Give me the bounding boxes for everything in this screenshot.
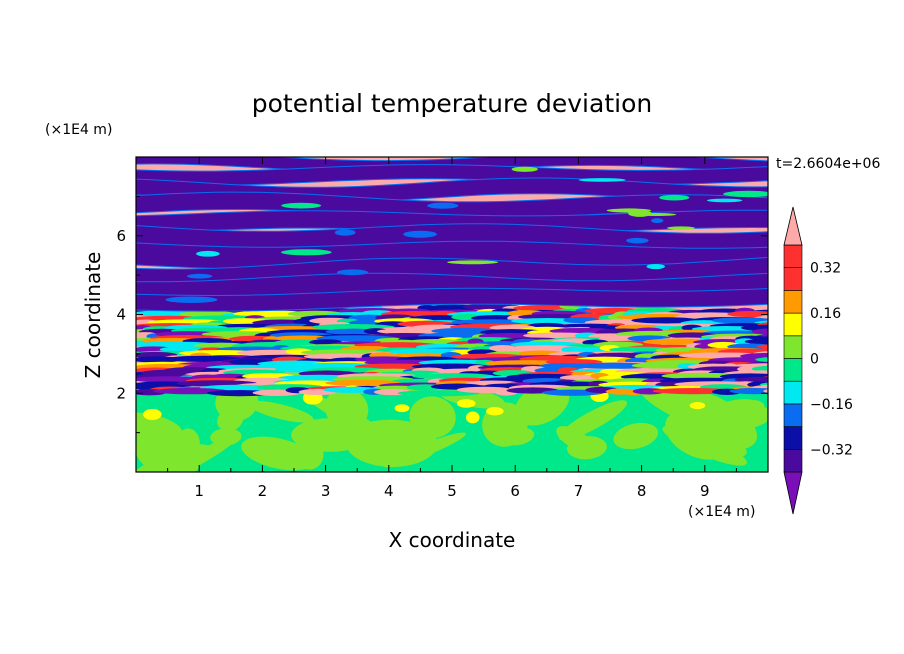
lower-blob bbox=[613, 422, 659, 450]
lower-blob-warm bbox=[143, 408, 162, 421]
lower-blob bbox=[409, 396, 456, 438]
colorbar: 0.32 0.16 0 −0.16 −0.32 bbox=[783, 206, 853, 515]
band-streak bbox=[651, 218, 664, 224]
lower-blob bbox=[171, 428, 201, 469]
x-tick-label: 8 bbox=[637, 482, 647, 500]
lower-blob-warm bbox=[456, 399, 476, 408]
colorbar-tick-label: 0 bbox=[810, 352, 819, 368]
lower-blob-warm bbox=[465, 411, 480, 424]
lower-blob bbox=[247, 400, 314, 423]
band-streak bbox=[186, 273, 213, 279]
colorbar-tick-label: −0.16 bbox=[810, 397, 853, 413]
x-units-label: (×1E4 m) bbox=[688, 504, 755, 520]
lower-blob-warm bbox=[689, 401, 706, 410]
colorbar-top-arrow bbox=[783, 206, 803, 246]
lower-blob bbox=[504, 427, 535, 446]
mixed-cell bbox=[325, 379, 401, 387]
x-tick-label: 4 bbox=[384, 482, 394, 500]
y-units-label: (×1E4 m) bbox=[45, 122, 112, 138]
mixed-cell bbox=[727, 310, 768, 318]
x-tick-label: 2 bbox=[258, 482, 268, 500]
lower-blob bbox=[383, 432, 466, 468]
band-streak bbox=[427, 202, 459, 209]
y-tick-label: 6 bbox=[116, 227, 126, 245]
mixed-cell bbox=[756, 344, 768, 349]
band-streak bbox=[706, 198, 743, 203]
mixed-cell bbox=[376, 328, 453, 335]
lower-blob bbox=[566, 436, 607, 460]
mixed-cell bbox=[755, 357, 768, 363]
y-tick-label: 2 bbox=[116, 384, 126, 402]
chart-title: potential temperature deviation bbox=[252, 89, 652, 118]
colorbar-swatch bbox=[783, 267, 803, 291]
y-tick-label: 4 bbox=[116, 306, 126, 324]
band-streak bbox=[447, 260, 499, 265]
band-streak bbox=[659, 194, 690, 201]
x-tick-label: 9 bbox=[700, 482, 710, 500]
band-streak bbox=[196, 250, 220, 257]
colorbar-swatch bbox=[783, 244, 803, 269]
time-label: t=2.6604e+06 bbox=[776, 156, 880, 172]
band-streak bbox=[723, 190, 768, 198]
band-streak bbox=[336, 269, 369, 276]
mixed-cell bbox=[573, 362, 655, 369]
band-streak bbox=[280, 249, 332, 256]
purple-band bbox=[136, 209, 768, 234]
colorbar-tick-label: −0.32 bbox=[810, 442, 853, 458]
band-streak bbox=[626, 237, 649, 244]
x-tick-label: 3 bbox=[321, 482, 331, 500]
x-tick-label: 7 bbox=[574, 482, 584, 500]
plot-area bbox=[136, 157, 768, 472]
lower-blob bbox=[210, 428, 242, 446]
mixed-cell bbox=[751, 365, 768, 372]
band-streak bbox=[628, 210, 652, 217]
lower-blob bbox=[136, 412, 183, 444]
lower-blob bbox=[307, 395, 379, 433]
colorbar-tick-label: 0.16 bbox=[810, 306, 841, 322]
lower-blob bbox=[665, 408, 733, 460]
band-streak bbox=[578, 178, 626, 182]
mixed-cell bbox=[744, 338, 768, 345]
upper-layer bbox=[136, 157, 768, 312]
lower-blob-warm bbox=[486, 406, 504, 416]
colorbar-swatch bbox=[783, 358, 803, 382]
colorbar-swatch bbox=[783, 403, 803, 427]
colorbar-bottom-arrow bbox=[783, 471, 803, 515]
band-streak bbox=[667, 226, 695, 230]
colorbar-swatch bbox=[783, 448, 803, 473]
purple-band bbox=[136, 287, 768, 312]
mixed-cell bbox=[711, 317, 768, 324]
lower-blob-warm bbox=[394, 404, 410, 413]
mixed-cell bbox=[734, 376, 768, 383]
colorbar-swatch bbox=[783, 335, 803, 359]
x-axis: 1 2 3 4 5 6 7 8 9 bbox=[167, 157, 737, 500]
colorbar-swatch bbox=[783, 380, 803, 405]
mixed-cell bbox=[751, 328, 768, 335]
y-axis: 2 4 6 bbox=[116, 195, 768, 434]
colorbar-swatch bbox=[783, 290, 803, 314]
band-streak bbox=[511, 166, 538, 172]
middle-layer bbox=[136, 299, 768, 397]
band-streak bbox=[281, 202, 322, 209]
colorbar-tick-label: 0.32 bbox=[810, 261, 841, 277]
band-streak bbox=[165, 296, 218, 303]
mixed-cell bbox=[763, 389, 768, 393]
band-streak bbox=[646, 263, 665, 270]
colorbar-swatch bbox=[783, 312, 803, 337]
lower-blob bbox=[558, 400, 628, 441]
lower-blob bbox=[241, 436, 315, 471]
y-axis-label: Z coordinate bbox=[81, 252, 105, 379]
x-tick-label: 5 bbox=[447, 482, 457, 500]
x-tick-label: 6 bbox=[510, 482, 520, 500]
colorbar-swatch bbox=[783, 426, 803, 450]
x-axis-label: X coordinate bbox=[389, 528, 516, 552]
mixed-cell bbox=[397, 390, 480, 397]
band-streak bbox=[334, 229, 356, 236]
x-tick-label: 1 bbox=[194, 482, 204, 500]
mixed-cell bbox=[729, 387, 768, 395]
band-streak bbox=[403, 230, 437, 238]
